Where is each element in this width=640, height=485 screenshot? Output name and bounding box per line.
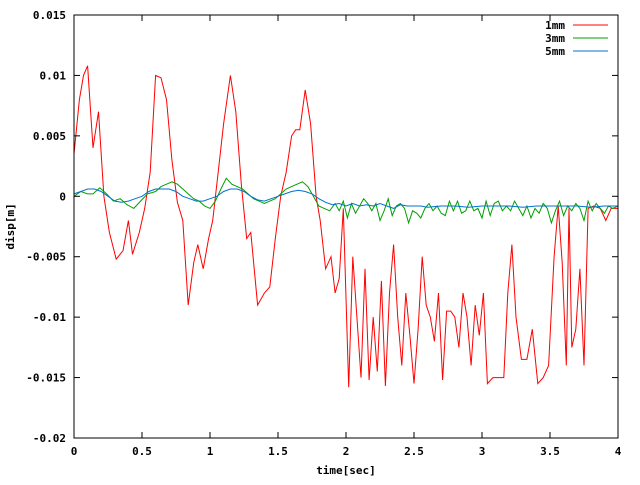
legend-label: 1mm (545, 19, 565, 32)
series-line-1mm (73, 65, 618, 388)
y-tick-label: -0.02 (33, 432, 66, 445)
x-tick-label: 1.5 (268, 445, 288, 458)
y-tick-label: 0.005 (33, 130, 66, 143)
x-tick-label: 0 (71, 445, 78, 458)
y-tick-label: -0.015 (26, 372, 66, 385)
legend-label: 3mm (545, 32, 565, 45)
x-tick-label: 2.5 (404, 445, 424, 458)
x-tick-label: 1 (207, 445, 214, 458)
x-axis-label: time[sec] (316, 464, 376, 477)
ticks-layer: 0 0.5 1 1.5 2 2.5 3 3.5 4 -0.02 -0.015 -0.01 -0.005 0… (26, 9, 621, 458)
x-tick-label: 2 (343, 445, 350, 458)
series-line-3mm (73, 177, 619, 225)
y-tick-label: -0.01 (33, 311, 66, 324)
legend-label: 5mm (545, 45, 565, 58)
y-axis-label: disp[m] (4, 203, 17, 249)
x-tick-label: 3.5 (540, 445, 560, 458)
y-tick-label: 0.015 (33, 9, 66, 22)
y-tick-label: 0.01 (40, 69, 67, 82)
marks-layer (73, 65, 619, 388)
x-tick-label: 4 (615, 445, 622, 458)
x-tick-label: 3 (479, 445, 486, 458)
y-tick-label: -0.005 (26, 251, 66, 264)
y-tick-label: 0 (59, 190, 66, 203)
x-tick-label: 0.5 (132, 445, 152, 458)
series-line-5mm (73, 188, 618, 209)
